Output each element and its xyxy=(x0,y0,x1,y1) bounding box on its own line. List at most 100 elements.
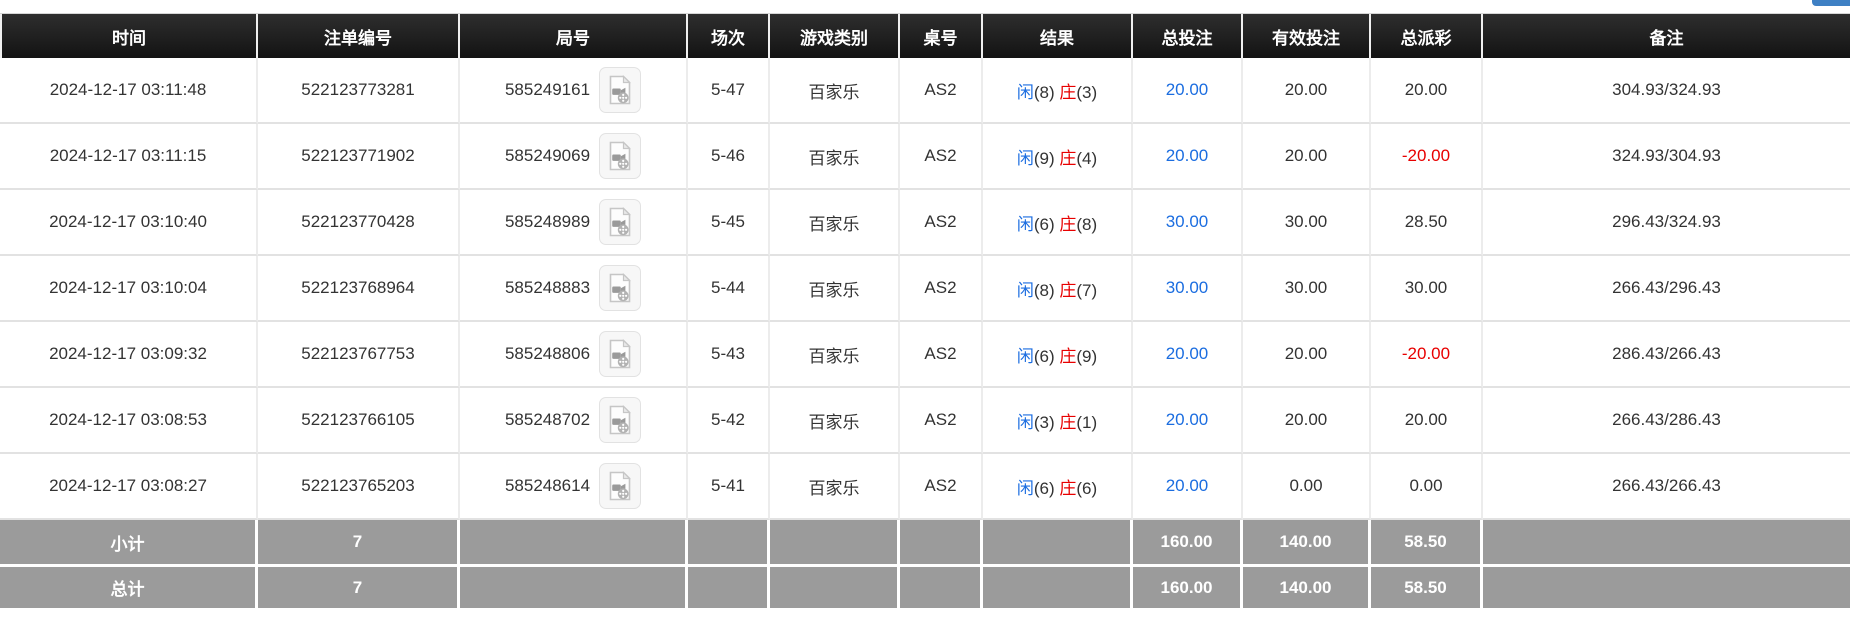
result-banker-score: (6) xyxy=(1076,478,1098,498)
summary-count: 7 xyxy=(258,520,460,564)
cell-game-type: 百家乐 xyxy=(770,124,900,190)
video-replay-button[interactable] xyxy=(599,199,642,245)
cell-round: 585248989 xyxy=(460,190,688,256)
round-number: 585248806 xyxy=(504,344,591,363)
cell-game-type: 百家乐 xyxy=(770,256,900,322)
video-replay-button[interactable] xyxy=(599,67,642,113)
result-player-score: (9) xyxy=(1033,148,1055,168)
summary-empty-result xyxy=(983,520,1133,564)
cell-table-no: AS2 xyxy=(900,190,983,256)
summary-empty-table-no xyxy=(900,564,983,608)
video-replay-button[interactable] xyxy=(599,133,642,179)
cell-session: 5-47 xyxy=(688,58,770,124)
round-number: 585248989 xyxy=(504,212,591,231)
summary-empty-result xyxy=(983,564,1133,608)
cell-round: 585248614 xyxy=(460,454,688,520)
cell-payout: 20.00 xyxy=(1371,388,1483,454)
table-footer: 小计 7 160.00 140.00 58.50 总计 7 160.00 140… xyxy=(0,520,1850,608)
result-player-score: (3) xyxy=(1033,412,1055,432)
bet-records-table: 时间 注单编号 局号 场次 游戏类别 桌号 结果 总投注 有效投注 总派彩 备注… xyxy=(0,13,1850,608)
cell-game-type: 百家乐 xyxy=(770,58,900,124)
col-total-bet: 总投注 xyxy=(1133,14,1243,58)
result-player-label: 闲 xyxy=(1016,280,1034,300)
cell-total-bet: 20.00 xyxy=(1133,322,1243,388)
result-player-score: (6) xyxy=(1033,478,1055,498)
cell-payout: 0.00 xyxy=(1371,454,1483,520)
result-banker-label: 庄 xyxy=(1059,412,1077,432)
table-header-row: 时间 注单编号 局号 场次 游戏类别 桌号 结果 总投注 有效投注 总派彩 备注 xyxy=(0,14,1850,58)
cell-payout: 28.50 xyxy=(1371,190,1483,256)
cell-session: 5-43 xyxy=(688,322,770,388)
result-banker-label: 庄 xyxy=(1059,148,1077,168)
video-replay-button[interactable] xyxy=(599,331,642,377)
result-player-score: (8) xyxy=(1033,280,1055,300)
cell-session: 5-41 xyxy=(688,454,770,520)
cell-valid-bet: 30.00 xyxy=(1243,256,1371,322)
cell-bet-id: 522123771902 xyxy=(258,124,460,190)
cell-payout: 20.00 xyxy=(1371,58,1483,124)
result-player-score: (6) xyxy=(1033,346,1055,366)
cell-game-type: 百家乐 xyxy=(770,322,900,388)
cell-game-type: 百家乐 xyxy=(770,454,900,520)
cell-game-type: 百家乐 xyxy=(770,388,900,454)
summary-empty-session xyxy=(688,564,770,608)
cell-remark: 304.93/324.93 xyxy=(1483,58,1850,124)
summary-empty-table-no xyxy=(900,520,983,564)
cell-valid-bet: 0.00 xyxy=(1243,454,1371,520)
summary-valid-bet: 140.00 xyxy=(1243,564,1371,608)
summary-row: 小计 7 160.00 140.00 58.50 xyxy=(0,520,1850,564)
cell-remark: 324.93/304.93 xyxy=(1483,124,1850,190)
summary-empty-round xyxy=(460,520,688,564)
cell-game-type: 百家乐 xyxy=(770,190,900,256)
result-banker-label: 庄 xyxy=(1059,214,1077,234)
summary-empty-round xyxy=(460,564,688,608)
cell-valid-bet: 30.00 xyxy=(1243,190,1371,256)
cell-payout: 30.00 xyxy=(1371,256,1483,322)
cell-table-no: AS2 xyxy=(900,256,983,322)
cell-valid-bet: 20.00 xyxy=(1243,322,1371,388)
cell-session: 5-46 xyxy=(688,124,770,190)
video-replay-button[interactable] xyxy=(599,463,642,509)
cell-bet-id: 522123767753 xyxy=(258,322,460,388)
table-row: 2024-12-17 03:08:53 522123766105 5852487… xyxy=(0,388,1850,454)
cell-session: 5-44 xyxy=(688,256,770,322)
cell-valid-bet: 20.00 xyxy=(1243,58,1371,124)
top-right-button-fragment[interactable] xyxy=(1812,0,1850,6)
round-number: 585248883 xyxy=(504,278,591,297)
cell-time: 2024-12-17 03:09:32 xyxy=(0,322,258,388)
video-replay-button[interactable] xyxy=(599,397,642,443)
cell-total-bet: 20.00 xyxy=(1133,388,1243,454)
cell-bet-id: 522123770428 xyxy=(258,190,460,256)
table-body: 2024-12-17 03:11:48 522123773281 5852491… xyxy=(0,58,1850,520)
round-number: 585249069 xyxy=(504,146,591,165)
summary-empty-remark xyxy=(1483,520,1850,564)
cell-round: 585249161 xyxy=(460,58,688,124)
cell-payout: -20.00 xyxy=(1371,322,1483,388)
round-number: 585248614 xyxy=(504,476,591,495)
cell-payout: -20.00 xyxy=(1371,124,1483,190)
cell-remark: 286.43/266.43 xyxy=(1483,322,1850,388)
result-banker-score: (8) xyxy=(1076,214,1098,234)
cell-total-bet: 20.00 xyxy=(1133,124,1243,190)
cell-total-bet: 30.00 xyxy=(1133,190,1243,256)
result-player-score: (8) xyxy=(1033,82,1055,102)
video-file-icon xyxy=(609,273,631,303)
summary-empty-game-type xyxy=(770,520,900,564)
table-row: 2024-12-17 03:10:40 522123770428 5852489… xyxy=(0,190,1850,256)
result-player-label: 闲 xyxy=(1016,412,1034,432)
video-file-icon xyxy=(609,471,631,501)
result-banker-score: (1) xyxy=(1076,412,1098,432)
result-player-label: 闲 xyxy=(1016,346,1034,366)
video-replay-button[interactable] xyxy=(599,265,642,311)
result-player-label: 闲 xyxy=(1016,82,1034,102)
cell-remark: 296.43/324.93 xyxy=(1483,190,1850,256)
result-player-label: 闲 xyxy=(1016,214,1034,234)
summary-row: 总计 7 160.00 140.00 58.50 xyxy=(0,564,1850,608)
table-row: 2024-12-17 03:11:15 522123771902 5852490… xyxy=(0,124,1850,190)
cell-table-no: AS2 xyxy=(900,322,983,388)
cell-bet-id: 522123765203 xyxy=(258,454,460,520)
cell-result: 闲(3) 庄(1) xyxy=(983,388,1133,454)
cell-valid-bet: 20.00 xyxy=(1243,124,1371,190)
video-file-icon xyxy=(609,405,631,435)
cell-result: 闲(6) 庄(9) xyxy=(983,322,1133,388)
